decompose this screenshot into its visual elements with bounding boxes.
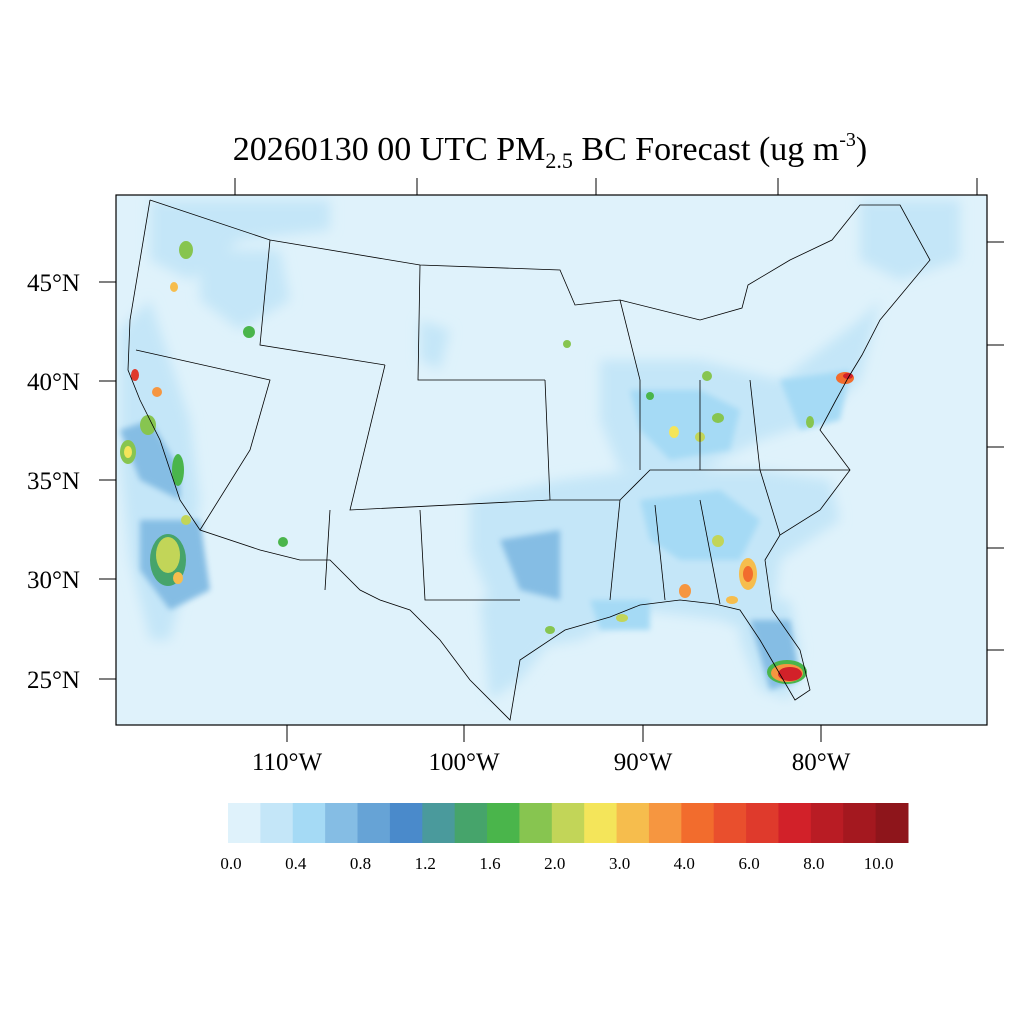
colorbar-swatch: [810, 803, 844, 843]
colorbar-tick-label: 3.0: [609, 854, 630, 873]
colorbar-swatch: [519, 803, 553, 843]
hotspot-sacramento: [140, 415, 156, 435]
concentration-field: [120, 199, 960, 721]
hotspot-houston: [545, 626, 555, 634]
colorbar-swatch: [228, 803, 261, 843]
lon-label-80: 80°W: [792, 749, 851, 776]
colorbar-swatch: [681, 803, 715, 843]
colorbar-tick-label: 1.2: [415, 854, 436, 873]
hotspot-minneapolis: [563, 340, 571, 348]
colorbar-swatch: [292, 803, 326, 843]
colorbar-labels: 0.0 0.4 0.8 1.2 1.6 2.0 3.0 4.0 6.0 8.0 10.0: [220, 854, 893, 873]
hotspot-markers: [120, 241, 854, 684]
colorbar-tick-label: 0.8: [350, 854, 371, 873]
colorbar-swatch: [616, 803, 650, 843]
hotspot-central-valley-core: [124, 446, 132, 458]
lat-label-30: 30°N: [27, 567, 80, 594]
title-superscript: -3: [839, 129, 856, 151]
colorbar-tick-label: 0.4: [285, 854, 307, 873]
colorbar-swatch: [357, 803, 391, 843]
colorbar-tick-label: 1.6: [479, 854, 500, 873]
hotspot-vegas-area: [181, 515, 191, 525]
hotspot-los-angeles-core: [156, 537, 180, 573]
lat-label-35: 35°N: [27, 468, 80, 495]
colorbar-tick-label: 6.0: [738, 854, 759, 873]
colorbar-swatch: [260, 803, 294, 843]
state-lines-mississippi: [609, 499, 621, 601]
state-lines-midwest-south: [544, 379, 850, 501]
hotspot-los-angeles-peak: [173, 572, 183, 584]
hotspot-dc: [806, 416, 814, 428]
hotspot-norcal-coast: [131, 369, 139, 381]
hotspot-mobile: [616, 614, 628, 622]
lon-label-100: 100°W: [428, 749, 499, 776]
hotspot-macon: [712, 535, 724, 547]
colorbar-swatch: [454, 803, 488, 843]
title-subscript: 2.5: [545, 148, 573, 173]
state-lines-wisconsin-illinois: [619, 299, 641, 470]
colorbar-swatch: [584, 803, 618, 843]
title-suffix: ): [855, 131, 868, 168]
colorbar-swatch: [648, 803, 682, 843]
state-lines-alabama: [654, 504, 666, 601]
hotspot-ohio: [712, 413, 724, 423]
hotspot-tallahassee: [726, 596, 738, 604]
colorbar-swatch: [746, 803, 779, 843]
left-ticks: [99, 281, 116, 680]
title-middle: BC Forecast (ug m: [572, 131, 840, 168]
colorbar-swatch: [713, 803, 747, 843]
state-lines-rockies: [349, 364, 551, 511]
latitude-labels: 45°N 40°N 35°N 30°N 25°N: [27, 270, 80, 694]
bottom-ticks: [286, 725, 822, 742]
lon-label-110: 110°W: [252, 749, 323, 776]
top-ticks: [234, 178, 978, 195]
colorbar-tick-label: 2.0: [544, 854, 565, 873]
colorbar-swatch: [389, 803, 423, 843]
colorbar-swatch: [325, 803, 359, 843]
hotspot-detroit: [702, 371, 712, 381]
map-frame: [115, 194, 988, 726]
coastline-and-borders: [127, 199, 931, 721]
lat-label-25: 25°N: [27, 667, 80, 694]
colorbar-swatch: [843, 803, 877, 843]
colorbar-tick-label: 0.0: [220, 854, 241, 873]
state-lines-nevada: [135, 349, 271, 531]
hotspot-oregon: [170, 282, 178, 292]
colorbar-swatch: [487, 803, 520, 843]
hotspot-phoenix: [278, 537, 288, 547]
hotspot-chicago: [646, 392, 654, 400]
lon-label-90: 90°W: [614, 749, 673, 776]
colorbar-swatch: [422, 803, 456, 843]
conus-outline: [127, 199, 931, 721]
state-lines-texas: [419, 509, 520, 601]
title-prefix: 20260130 00 UTC PM: [232, 131, 546, 168]
colorbar-tick-label: 8.0: [803, 854, 824, 873]
hotspot-panhandle: [679, 584, 691, 598]
colorbar: [228, 803, 909, 843]
hotspot-boise: [243, 326, 255, 338]
colorbar-tick-label: 10.0: [864, 854, 894, 873]
colorbar-swatch: [778, 803, 812, 843]
lat-label-40: 40°N: [27, 369, 80, 396]
state-lines-new-mexico: [324, 509, 331, 591]
hotspot-georgia-core: [743, 566, 753, 582]
state-lines-northwest: [259, 239, 386, 366]
lat-label-45: 45°N: [27, 270, 80, 297]
state-lines-georgia: [699, 499, 721, 605]
hotspot-sierra: [172, 454, 184, 486]
state-lines-plains: [417, 264, 545, 381]
hotspot-seattle: [179, 241, 193, 259]
colorbar-swatch: [875, 803, 909, 843]
figure-title: 20260130 00 UTC PM2.5 BC Forecast (ug m-…: [0, 118, 1024, 183]
colorbar-swatch: [551, 803, 585, 843]
longitude-labels: 110°W 100°W 90°W 80°W: [252, 749, 851, 776]
colorbar-tick-label: 4.0: [674, 854, 695, 873]
hotspot-indianapolis: [669, 426, 679, 438]
hotspot-south-florida-core: [778, 667, 802, 681]
right-ticks: [987, 241, 1004, 651]
state-lines-ohio: [749, 379, 781, 536]
hotspot-norcal-inland: [152, 387, 162, 397]
